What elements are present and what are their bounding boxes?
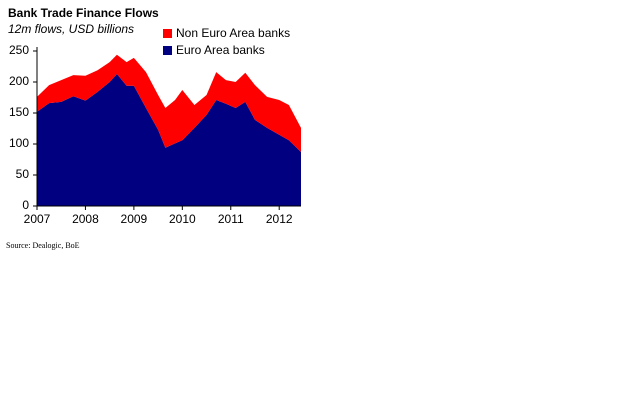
source-note: Source: Dealogic, BoE: [6, 241, 80, 250]
x-tick-label: 2009: [121, 212, 148, 226]
chart-subtitle: 12m flows, USD billions: [8, 22, 134, 36]
y-tick-label: 150: [9, 105, 29, 119]
y-tick-label: 0: [22, 198, 29, 212]
y-tick-label: 100: [9, 136, 29, 150]
legend-label: Euro Area banks: [176, 43, 265, 57]
x-tick-label: 2010: [169, 212, 196, 226]
legend-swatch: [163, 29, 172, 38]
chart-title: Bank Trade Finance Flows: [8, 6, 159, 20]
y-tick-label: 200: [9, 74, 29, 88]
legend-swatch: [163, 46, 172, 55]
x-tick-label: 2012: [266, 212, 293, 226]
area: [37, 73, 301, 206]
x-tick-label: 2008: [72, 212, 99, 226]
x-tick-label: 2011: [218, 212, 244, 226]
area: [37, 54, 301, 153]
y-tick-label: 250: [9, 43, 29, 57]
x-tick-label: 2007: [24, 212, 51, 226]
legend-label: Non Euro Area banks: [176, 26, 290, 40]
y-tick-label: 50: [16, 167, 30, 181]
